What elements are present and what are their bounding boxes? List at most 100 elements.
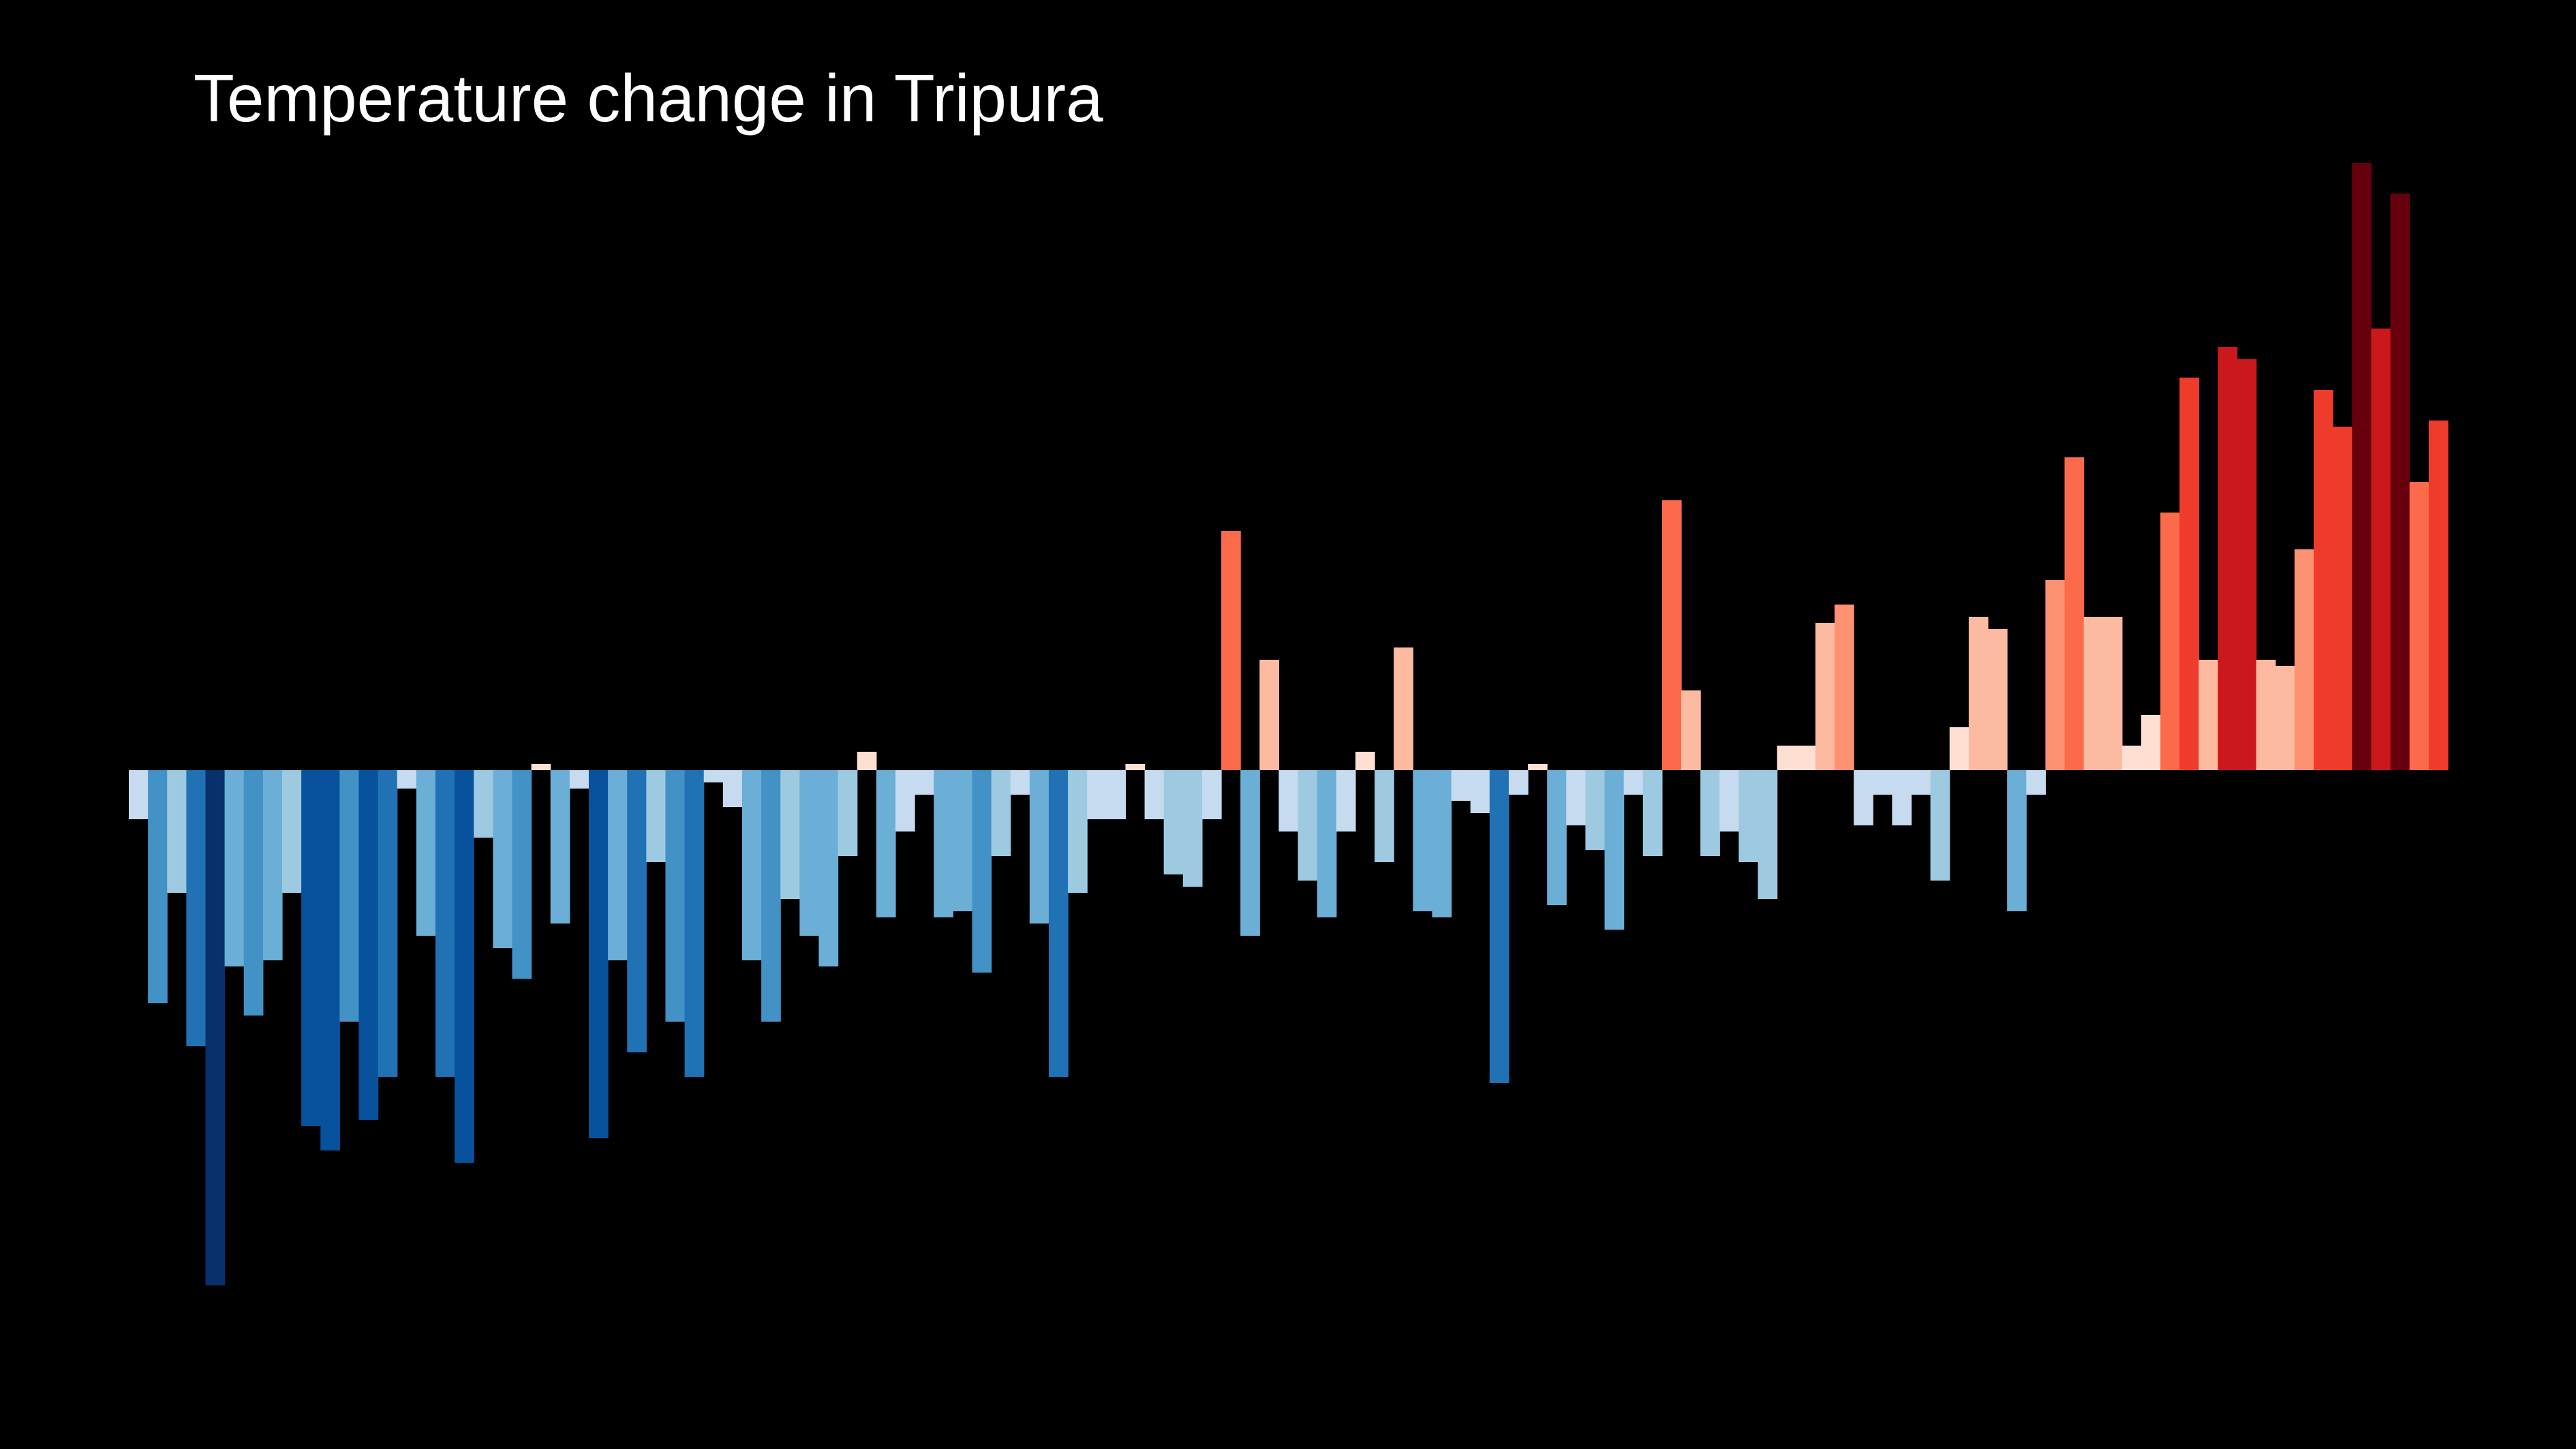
temperature-bar <box>838 770 858 856</box>
temperature-bar <box>2428 421 2449 770</box>
temperature-bar <box>2121 746 2142 770</box>
temperature-bar <box>397 770 417 789</box>
temperature-bar <box>339 770 360 1022</box>
temperature-bar <box>1048 770 1069 1077</box>
temperature-bar <box>1873 770 1892 795</box>
temperature-bar <box>129 770 149 819</box>
temperature-bar <box>2237 359 2257 770</box>
temperature-bar <box>741 770 762 960</box>
temperature-bar <box>262 770 283 960</box>
temperature-bar <box>1738 770 1759 862</box>
temperature-bar <box>1700 770 1720 856</box>
temperature-bar <box>684 770 705 1077</box>
temperature-bar <box>627 770 647 1052</box>
temperature-bar <box>1566 770 1586 825</box>
temperature-bar <box>2179 378 2199 770</box>
temperature-bar <box>1298 770 1318 881</box>
temperature-bar <box>1182 770 1203 887</box>
temperature-bar <box>1758 770 1778 899</box>
temperature-bar <box>703 770 724 782</box>
temperature-bar <box>1413 770 1433 911</box>
temperature-bar <box>2141 715 2161 770</box>
temperature-bar <box>953 770 973 911</box>
temperature-bar <box>608 770 628 960</box>
temperature-bar <box>1604 770 1625 930</box>
temperature-bar <box>1201 770 1222 819</box>
temperature-bar <box>474 770 493 838</box>
temperature-bar <box>2007 770 2027 911</box>
temperature-bar <box>550 770 570 924</box>
temperature-bar <box>569 770 589 789</box>
temperature-bar <box>1642 770 1663 856</box>
temperature-bar <box>1106 770 1126 819</box>
temperature-bar <box>876 770 896 917</box>
temperature-bar <box>416 770 436 936</box>
temperature-bar <box>2314 390 2333 770</box>
temperature-bar <box>991 770 1011 856</box>
temperature-bar <box>1968 617 1989 770</box>
chart-title: Temperature change in Tripura <box>194 61 1103 136</box>
temperature-bar <box>358 770 379 1120</box>
temperature-bar <box>1854 770 1873 825</box>
temperature-bar <box>1835 605 1854 770</box>
temperature-bar <box>1375 770 1394 862</box>
temperature-bar <box>646 770 666 862</box>
temperature-bar <box>934 770 953 917</box>
temperature-bar <box>1489 770 1509 1083</box>
temperature-bar <box>1163 770 1184 874</box>
temperature-bar <box>1547 770 1567 905</box>
bars-group <box>129 163 2449 1285</box>
temperature-bar <box>857 752 877 770</box>
temperature-bar <box>1930 770 1950 881</box>
temperature-bar <box>1585 770 1606 850</box>
temperature-bar <box>1719 770 1740 832</box>
temperature-bar <box>2064 457 2085 770</box>
temperature-bar <box>2352 163 2372 770</box>
temperature-bar <box>2390 194 2410 770</box>
temperature-bar <box>1988 629 2008 770</box>
temperature-bar <box>2371 329 2391 770</box>
temperature-bar <box>2218 347 2238 770</box>
temperature-bar <box>588 770 609 1138</box>
temperature-bar <box>1451 770 1471 801</box>
temperature-bar <box>1661 500 1682 770</box>
temperature-bar <box>186 770 206 1046</box>
temperature-bar <box>167 770 187 893</box>
temperature-bar <box>1125 764 1146 770</box>
temperature-bar <box>972 770 992 973</box>
temperature-bar <box>761 770 781 1022</box>
temperature-bar <box>2333 427 2352 770</box>
temperature-bar <box>243 770 264 1016</box>
temperature-bar <box>1892 770 1912 825</box>
temperature-bar <box>205 770 226 1285</box>
temperature-bar <box>895 770 915 832</box>
temperature-bar <box>1010 770 1030 795</box>
temperature-bar <box>722 770 743 807</box>
temperature-bar <box>1432 770 1452 917</box>
temperature-bar <box>2102 617 2123 770</box>
temperature-bar <box>2026 770 2046 795</box>
temperature-bar <box>799 770 820 936</box>
temperature-bar <box>512 770 532 979</box>
temperature-bar <box>1508 770 1529 795</box>
temperature-bar <box>1815 623 1835 770</box>
temperature-bar <box>665 770 686 1022</box>
temperature-bar <box>1278 770 1299 832</box>
temperature-bar <box>531 764 551 770</box>
temperature-bar <box>1259 660 1280 770</box>
temperature-bar <box>2295 549 2314 770</box>
temperature-bar <box>301 770 321 1126</box>
temperature-bar <box>915 770 934 795</box>
temperature-bar <box>1394 647 1413 770</box>
temperature-bar <box>224 770 245 966</box>
temperature-bar <box>1029 770 1049 924</box>
temperature-bar <box>2160 513 2180 770</box>
temperature-bar <box>1796 746 1816 770</box>
temperature-bar <box>1087 770 1107 819</box>
temperature-bar <box>2275 666 2295 770</box>
temperature-bar <box>1144 770 1165 819</box>
temperature-bar <box>1355 752 1375 770</box>
temperature-bar <box>2045 580 2066 770</box>
temperature-bar <box>1317 770 1337 917</box>
